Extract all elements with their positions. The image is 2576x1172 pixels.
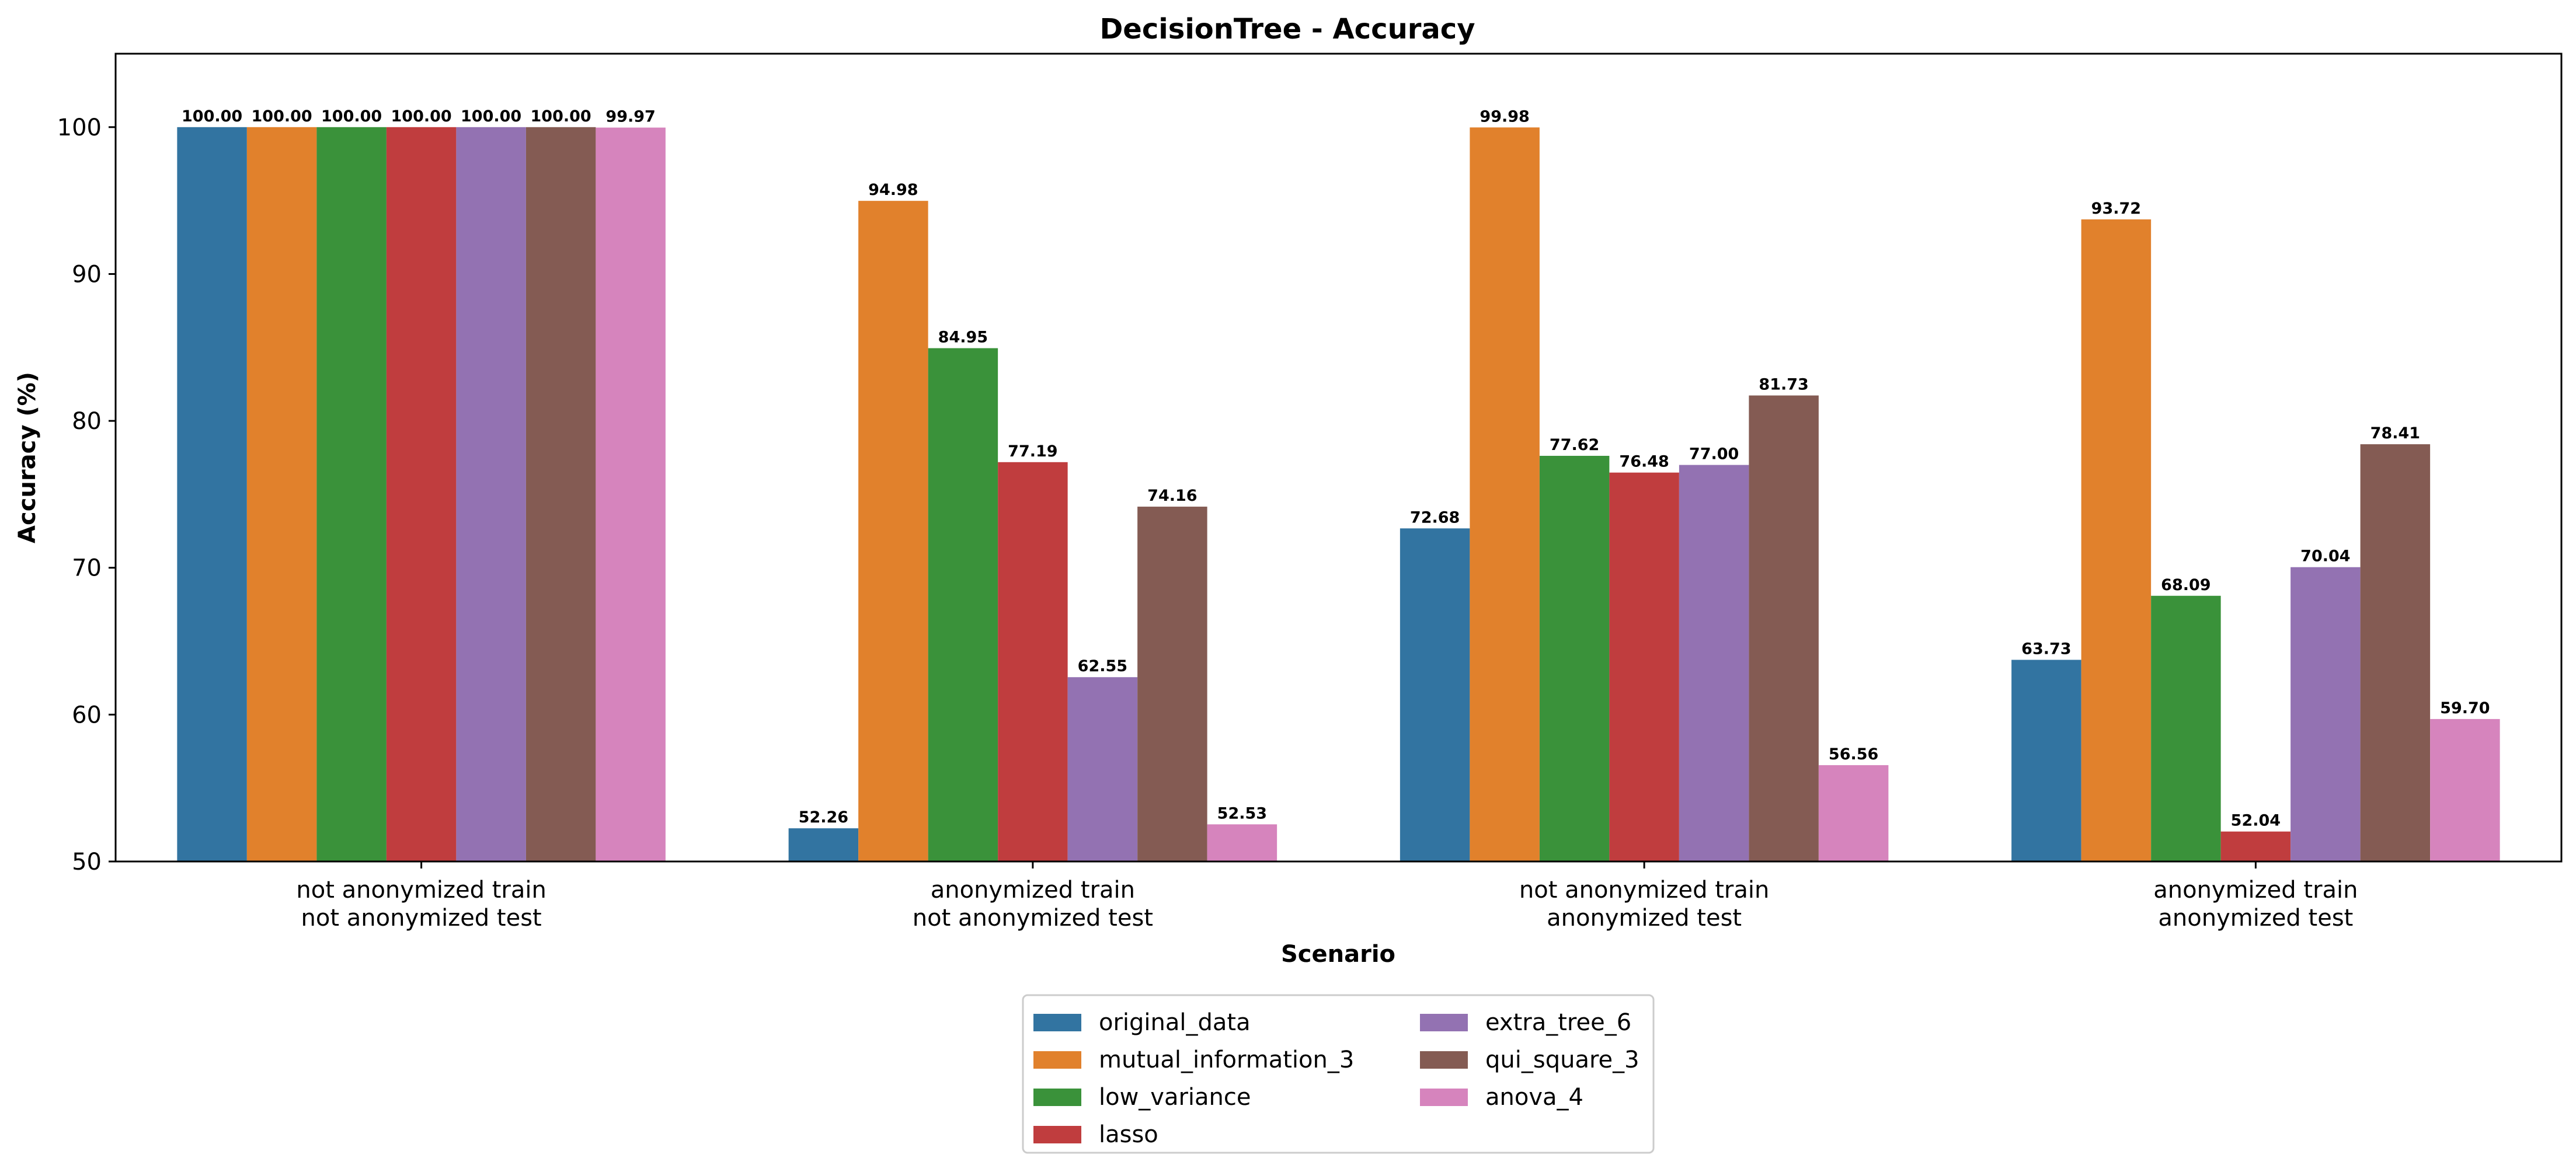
data-label-extra_tree_6-2: 77.00 bbox=[1689, 445, 1739, 463]
y-tick-label-80: 80 bbox=[72, 408, 102, 435]
legend-item-low_variance: low_variance bbox=[1033, 1084, 1251, 1111]
bar-extra_tree_6-0 bbox=[456, 127, 526, 861]
bar-mutual_information_3-2 bbox=[1470, 127, 1540, 861]
data-label-mutual_information_3-0: 100.00 bbox=[252, 107, 312, 125]
y-tick-label-70: 70 bbox=[72, 555, 102, 582]
bar-extra_tree_6-2 bbox=[1679, 465, 1749, 861]
x-tick-label-3: anonymized train anonymized test bbox=[2153, 877, 2358, 932]
bar-anova_4-1 bbox=[1207, 824, 1277, 861]
data-label-lasso-3: 52.04 bbox=[2231, 812, 2281, 830]
legend-swatch-mutual_information_3 bbox=[1033, 1051, 1081, 1069]
data-label-low_variance-3: 68.09 bbox=[2161, 576, 2211, 594]
data-label-qui_square_3-0: 100.00 bbox=[531, 107, 591, 125]
legend-label-qui_square_3: qui_square_3 bbox=[1485, 1047, 1639, 1073]
bar-qui_square_3-1 bbox=[1137, 507, 1207, 861]
legend-label-extra_tree_6: extra_tree_6 bbox=[1485, 1009, 1631, 1036]
legend-swatch-extra_tree_6 bbox=[1420, 1014, 1468, 1031]
legend-label-low_variance: low_variance bbox=[1099, 1084, 1251, 1111]
x-tick-label-0: not anonymized train not anonymized test bbox=[296, 877, 546, 932]
data-label-qui_square_3-2: 81.73 bbox=[1759, 376, 1808, 394]
y-tick-label-60: 60 bbox=[72, 702, 102, 728]
bar-anova_4-3 bbox=[2430, 718, 2500, 861]
bar-lasso-0 bbox=[386, 127, 457, 861]
y-tick-label-50: 50 bbox=[72, 849, 102, 875]
legend-item-mutual_information_3: mutual_information_3 bbox=[1033, 1047, 1354, 1073]
data-label-low_variance-0: 100.00 bbox=[321, 107, 382, 125]
legend-swatch-lasso bbox=[1033, 1126, 1081, 1143]
legend-item-extra_tree_6: extra_tree_6 bbox=[1420, 1009, 1631, 1036]
legend: original_data mutual_information_3 low_var… bbox=[1022, 994, 1655, 1154]
bar-low_variance-0 bbox=[316, 127, 387, 861]
x-axis-label: Scenario bbox=[1281, 941, 1395, 968]
data-label-qui_square_3-3: 78.41 bbox=[2370, 424, 2420, 442]
data-label-extra_tree_6-1: 62.55 bbox=[1078, 657, 1127, 675]
bar-lasso-2 bbox=[1609, 472, 1679, 861]
bar-anova_4-2 bbox=[1818, 765, 1889, 861]
legend-item-qui_square_3: qui_square_3 bbox=[1420, 1047, 1639, 1073]
legend-swatch-low_variance bbox=[1033, 1089, 1081, 1106]
legend-swatch-anova_4 bbox=[1420, 1089, 1468, 1106]
legend-label-original_data: original_data bbox=[1099, 1009, 1251, 1036]
bar-mutual_information_3-0 bbox=[246, 127, 317, 861]
bar-anova_4-0 bbox=[596, 127, 666, 861]
bar-original_data-1 bbox=[788, 828, 859, 861]
bar-low_variance-2 bbox=[1539, 455, 1610, 861]
data-label-low_variance-2: 77.62 bbox=[1550, 436, 1599, 454]
bar-qui_square_3-3 bbox=[2360, 444, 2431, 861]
bar-mutual_information_3-3 bbox=[2081, 219, 2152, 862]
bar-mutual_information_3-1 bbox=[858, 201, 928, 861]
x-tick-label-1: anonymized train not anonymized test bbox=[913, 877, 1153, 932]
data-label-original_data-0: 100.00 bbox=[182, 107, 242, 125]
y-tick-label-90: 90 bbox=[72, 261, 102, 288]
bar-low_variance-1 bbox=[928, 348, 998, 861]
bar-qui_square_3-0 bbox=[525, 127, 596, 861]
data-labels-layer: 100.00 52.26 72.68 63.73 100.00 94.98 99.98 93.… bbox=[182, 107, 2490, 830]
plot-frame bbox=[114, 53, 2563, 863]
legend-frame bbox=[1022, 994, 1655, 1154]
data-label-lasso-1: 77.19 bbox=[1008, 442, 1057, 461]
data-label-original_data-2: 72.68 bbox=[1410, 508, 1460, 526]
data-label-lasso-2: 76.48 bbox=[1619, 453, 1669, 471]
data-label-anova_4-3: 59.70 bbox=[2440, 699, 2490, 717]
data-label-original_data-3: 63.73 bbox=[2021, 640, 2071, 658]
data-label-mutual_information_3-1: 94.98 bbox=[868, 181, 918, 199]
data-label-lasso-0: 100.00 bbox=[391, 107, 452, 125]
y-axis-label: Accuracy (%) bbox=[14, 372, 41, 543]
data-label-original_data-1: 52.26 bbox=[799, 808, 848, 826]
data-label-mutual_information_3-2: 99.98 bbox=[1480, 107, 1529, 125]
bar-lasso-1 bbox=[998, 462, 1068, 861]
legend-item-anova_4: anova_4 bbox=[1420, 1084, 1583, 1111]
bars-layer bbox=[177, 127, 2500, 862]
x-tick-label-2: not anonymized train anonymized test bbox=[1519, 877, 1769, 932]
legend-swatch-original_data bbox=[1033, 1014, 1081, 1031]
data-label-anova_4-1: 52.53 bbox=[1217, 804, 1267, 822]
data-label-low_variance-1: 84.95 bbox=[938, 329, 988, 347]
bar-low_variance-3 bbox=[2151, 595, 2221, 861]
axes-layer: 50 60 70 80 90 100 not anonymized train not ano… bbox=[57, 53, 2563, 932]
y-tick-label-100: 100 bbox=[57, 114, 102, 141]
chart-title: DecisionTree - Accuracy bbox=[1099, 13, 1475, 46]
bar-extra_tree_6-1 bbox=[1067, 677, 1138, 861]
data-label-qui_square_3-1: 74.16 bbox=[1147, 487, 1197, 505]
bar-original_data-3 bbox=[2011, 660, 2081, 861]
bar-lasso-3 bbox=[2220, 831, 2291, 861]
legend-swatch-qui_square_3 bbox=[1420, 1051, 1468, 1069]
legend-label-mutual_information_3: mutual_information_3 bbox=[1099, 1047, 1354, 1073]
data-label-mutual_information_3-3: 93.72 bbox=[2091, 200, 2141, 218]
legend-item-lasso: lasso bbox=[1033, 1121, 1158, 1148]
bar-original_data-0 bbox=[177, 127, 247, 861]
data-label-extra_tree_6-3: 70.04 bbox=[2300, 547, 2350, 566]
legend-item-original_data: original_data bbox=[1033, 1009, 1251, 1036]
legend-label-anova_4: anova_4 bbox=[1485, 1084, 1583, 1111]
data-label-anova_4-0: 99.97 bbox=[605, 108, 655, 126]
legend-label-lasso: lasso bbox=[1099, 1121, 1158, 1148]
bar-qui_square_3-2 bbox=[1749, 395, 1819, 861]
bar-original_data-2 bbox=[1400, 528, 1470, 861]
bar-extra_tree_6-3 bbox=[2290, 567, 2361, 861]
data-label-extra_tree_6-0: 100.00 bbox=[461, 107, 521, 125]
data-label-anova_4-2: 56.56 bbox=[1829, 745, 1878, 763]
